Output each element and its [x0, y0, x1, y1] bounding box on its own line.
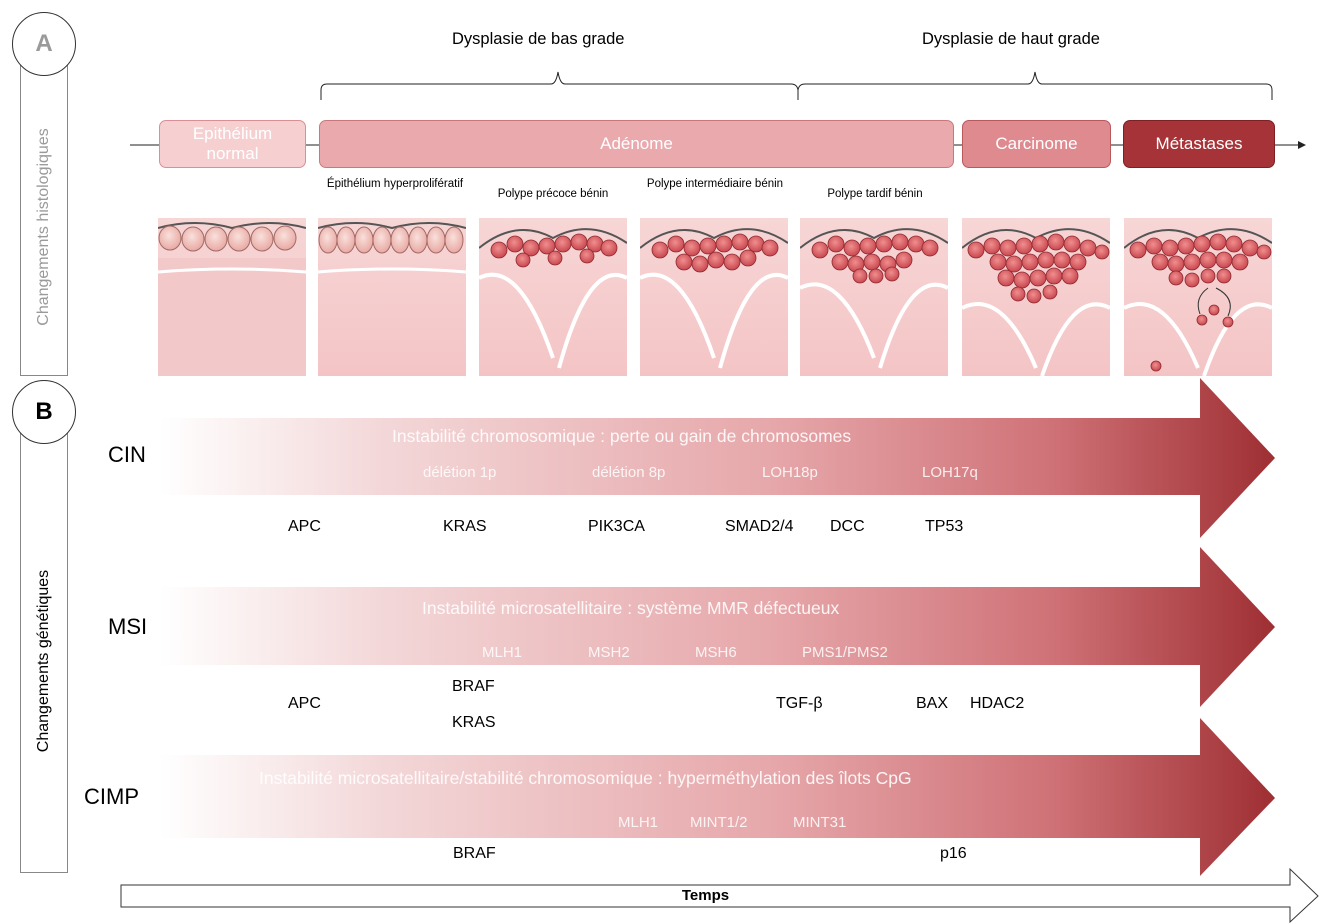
stage-metastases: Métastases — [1123, 120, 1275, 168]
msi-tag-4: PMS1/PMS2 — [802, 644, 888, 661]
panel-a-badge: A — [12, 12, 76, 76]
pathway-cin-name: CIN — [108, 442, 146, 467]
stage-adenome-label: Adénome — [600, 134, 673, 153]
tissue-intermediate-polyp-image — [640, 218, 788, 376]
cin-gene-pik3ca: PIK3CA — [588, 518, 645, 535]
sublabel-hyperproliferative: Épithélium hyperprolifératif — [326, 178, 464, 190]
tissue-hyperproliferative-image — [318, 218, 466, 376]
msi-tag-2: MSH2 — [588, 644, 630, 661]
cimp-tag-2: MINT1/2 — [690, 814, 748, 831]
cin-gene-apc: APC — [288, 518, 321, 535]
time-arrow — [120, 867, 1319, 923]
cimp-gene-p16: p16 — [940, 845, 967, 862]
cin-tag-3: LOH18p — [762, 464, 818, 481]
cimp-arrow — [160, 718, 1275, 876]
msi-gene-apc: APC — [288, 695, 321, 712]
stage-carcinome-label: Carcinome — [995, 134, 1078, 153]
bracket-low-grade — [320, 71, 799, 100]
sublabel-late-polyp: Polype tardif bénin — [827, 188, 923, 200]
stage-adenome: Adénome — [319, 120, 954, 168]
cimp-tag-3: MINT31 — [793, 814, 847, 831]
msi-gene-bax: BAX — [916, 695, 949, 712]
genetic-side-label: Changements génétiques — [35, 569, 52, 753]
stage-metastases-label: Métastases — [1155, 134, 1243, 153]
timeline-arrowhead — [1298, 141, 1306, 149]
cin-gene-tp53: TP53 — [925, 518, 964, 535]
panel-b-badge: B — [12, 380, 76, 444]
histo-side-label: Changements histologiques — [35, 128, 52, 326]
cin-tag-1: délétion 1p — [423, 464, 497, 481]
sublabel-early-polyp: Polype précoce bénin — [497, 188, 609, 200]
cimp-title: Instabilité microsatellitaire/stabilité … — [259, 768, 912, 788]
high-grade-label: Dysplasie de haut grade — [922, 30, 1100, 48]
stage-normal: Epithélium normal — [159, 120, 306, 168]
msi-gene-hdac2: HDAC2 — [970, 695, 1025, 712]
cin-title: Instabilité chromosomique : perte ou gai… — [392, 426, 852, 446]
msi-gene-kras: KRAS — [452, 714, 496, 731]
pathway-cimp-name: CIMP — [84, 784, 139, 809]
tissue-early-polyp-image — [479, 218, 627, 376]
msi-arrow — [160, 547, 1275, 707]
cin-gene-kras: KRAS — [443, 518, 487, 535]
time-label: Temps — [681, 887, 730, 904]
cimp-gene-braf: BRAF — [453, 845, 496, 862]
tissue-metastasis-image — [1124, 218, 1272, 376]
cin-tag-2: délétion 8p — [592, 464, 666, 481]
pathway-msi-name: MSI — [108, 614, 148, 639]
cin-gene-dcc: DCC — [830, 518, 865, 535]
msi-tag-1: MLH1 — [482, 644, 523, 661]
sublabel-intermediate-polyp: Polype intermédiaire bénin — [646, 178, 784, 190]
low-grade-label: Dysplasie de bas grade — [452, 30, 625, 48]
tissue-carcinoma-image — [962, 218, 1110, 376]
msi-gene-tgfb: TGF-β — [776, 695, 823, 712]
tissue-late-polyp-image — [800, 218, 948, 376]
stage-normal-label: Epithélium normal — [192, 124, 273, 163]
histo-side-box — [20, 40, 68, 376]
bracket-high-grade — [797, 71, 1273, 100]
cin-arrow — [160, 378, 1275, 538]
msi-title: Instabilité microsatellitaire : système … — [422, 598, 840, 618]
genetic-side-box — [20, 408, 68, 873]
cin-tag-4: LOH17q — [922, 464, 978, 481]
cimp-tag-1: MLH1 — [618, 814, 659, 831]
stage-carcinome: Carcinome — [962, 120, 1111, 168]
msi-gene-braf: BRAF — [452, 678, 495, 695]
msi-tag-3: MSH6 — [695, 644, 737, 661]
cin-gene-smad: SMAD2/4 — [725, 518, 794, 535]
tissue-normal-image — [158, 218, 306, 376]
